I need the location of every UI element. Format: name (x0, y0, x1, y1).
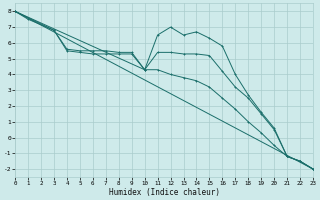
X-axis label: Humidex (Indice chaleur): Humidex (Indice chaleur) (108, 188, 220, 197)
